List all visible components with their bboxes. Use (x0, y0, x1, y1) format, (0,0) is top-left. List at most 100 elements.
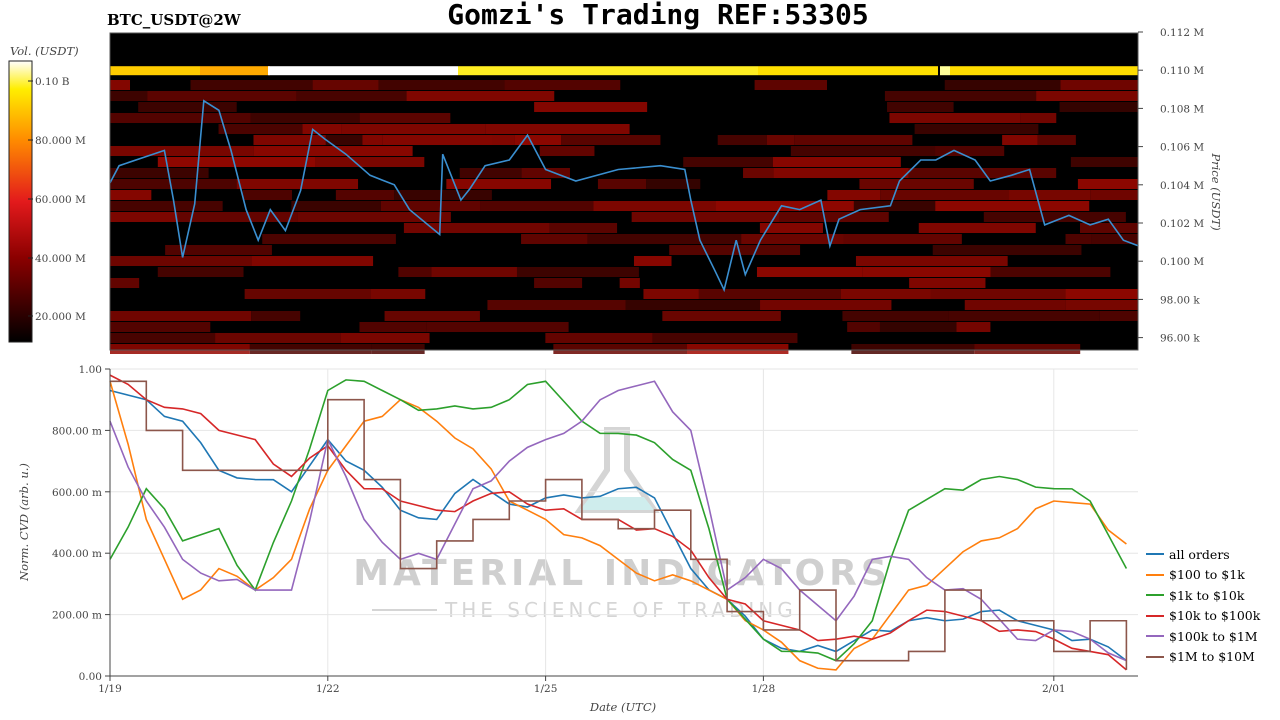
heatmap-cell (1060, 80, 1138, 90)
flask-liquid (580, 497, 654, 510)
heatmap-cell (406, 91, 555, 101)
heatmap-cell (1009, 190, 1091, 200)
heatmap-cell (545, 333, 653, 343)
heatmap-cell (964, 300, 1066, 310)
legend-item[interactable]: $1k to $10k (1146, 585, 1266, 606)
heatmap-band-cell (200, 66, 270, 76)
colorbar-tick-label: 40.000 M (35, 253, 86, 265)
heatmap-cell (215, 333, 341, 343)
price-line (109, 99, 1139, 293)
heatmap-cell (382, 135, 493, 145)
heatmap-cell (1020, 113, 1057, 123)
heatmap-cell (662, 311, 781, 321)
heatmap-band-cell (110, 66, 200, 76)
heatmap-cell (539, 146, 595, 156)
heatmap-cell (335, 190, 395, 200)
legend-swatch (1146, 614, 1164, 617)
heatmap-cell (597, 179, 647, 189)
price-tick-label: 96.00 k (1160, 333, 1200, 345)
legend-item[interactable]: all orders (1146, 544, 1266, 565)
heatmap-cell (431, 267, 517, 277)
heatmap-cell (492, 135, 515, 145)
heatmap-cell (370, 289, 426, 299)
cvd-axis-label: Norm. CVD (arb. u.) (17, 463, 31, 582)
date-tick-label: 1/22 (316, 683, 340, 695)
heatmap-cell (847, 322, 880, 332)
heatmap-cell (485, 124, 630, 134)
cvd-tick-label: 200.00 m (52, 610, 102, 622)
heatmap-cell (340, 333, 430, 343)
legend-label: $1k to $10k (1169, 587, 1245, 603)
legend-label: all orders (1169, 546, 1230, 562)
heatmap-cell (948, 311, 1100, 321)
cvd-tick-label: 400.00 m (52, 548, 102, 560)
heatmap-cell (842, 311, 949, 321)
heatmap-cell (983, 212, 1126, 222)
heatmap-cell (480, 201, 594, 211)
heatmap-cell (553, 344, 688, 354)
heatmap-cell (1036, 91, 1138, 101)
heatmap-cell (908, 168, 1057, 178)
heatmap-cell (190, 80, 313, 90)
heatmap-band-cell (758, 66, 938, 76)
heatmap-cell (244, 289, 371, 299)
heatmap-cell (459, 168, 522, 178)
heatmap-cell (403, 223, 550, 233)
colorbar: Vol. (USDT) 0.10 B 80.000 M 60.000 M 40.000 … (8, 44, 86, 343)
heatmap-cell (843, 234, 962, 244)
colorbar-tick-label: 60.000 M (35, 194, 86, 206)
heatmap-cell (619, 278, 640, 288)
heatmap-cell (302, 124, 342, 134)
heatmap-cell (1091, 234, 1138, 244)
legend-label: $100 to $1k (1169, 567, 1245, 583)
heatmap-cell (932, 245, 1082, 255)
price-tick-label: 0.108 M (1160, 103, 1204, 115)
heatmap-cell (974, 344, 1081, 354)
heatmap-cell (341, 124, 486, 134)
heatmap-cell (754, 80, 827, 90)
legend-item[interactable]: $100k to $1M (1146, 626, 1266, 647)
heatmap-cell (956, 322, 991, 332)
symbol-label: BTC_USDT@2W (107, 11, 241, 29)
heatmap-cell (944, 80, 1061, 90)
heatmap-cell (110, 278, 140, 288)
heatmap-cell (291, 201, 381, 211)
heatmap-cell (549, 223, 618, 233)
heatmap-cell (398, 267, 432, 277)
cvd-series-line (109, 381, 1127, 671)
legend-label: $100k to $1M (1169, 628, 1258, 644)
date-tick-label: 1/28 (752, 683, 776, 695)
legend-swatch (1146, 573, 1164, 576)
heatmap-cell (1037, 135, 1076, 145)
heatmap-cell (593, 201, 716, 211)
legend-swatch (1146, 553, 1164, 556)
heatmap-band-cell (268, 66, 458, 76)
legend-label: $10k to $100k (1169, 608, 1261, 624)
heatmap-cell (760, 300, 892, 310)
price-axis-label: Price (USDT) (1209, 152, 1223, 230)
heatmap-cell (859, 179, 974, 189)
price-tick-label: 0.112 M (1160, 27, 1204, 39)
heatmap-cell (394, 190, 492, 200)
legend-item[interactable]: $10k to $100k (1146, 606, 1266, 627)
heatmap-cell (325, 135, 363, 145)
heatmap-cell (862, 267, 991, 277)
watermark: MATERIAL INDICATORS THE SCIENCE OF TRADI… (353, 427, 887, 622)
legend-item[interactable]: $100 to $1k (1146, 565, 1266, 586)
legend-swatch (1146, 635, 1164, 638)
colorbar-tick-label: 80.000 M (35, 135, 86, 147)
heatmap-cell (643, 289, 699, 299)
heatmap-cell (625, 300, 761, 310)
heatmap-cell (249, 344, 372, 354)
heatmap-cell (1077, 179, 1138, 189)
heatmap-cell (296, 91, 407, 101)
heatmap-cell (110, 311, 252, 321)
date-axis-label: Date (UTC) (589, 700, 656, 714)
cvd-tick-label: 600.00 m (52, 487, 102, 499)
heatmap-cell (766, 135, 795, 145)
heatmap-cell (110, 333, 216, 343)
legend-item[interactable]: $1M to $10M (1146, 647, 1266, 668)
colorbar-tick-label: 0.10 B (35, 76, 70, 88)
heatmap-cell (446, 179, 552, 189)
